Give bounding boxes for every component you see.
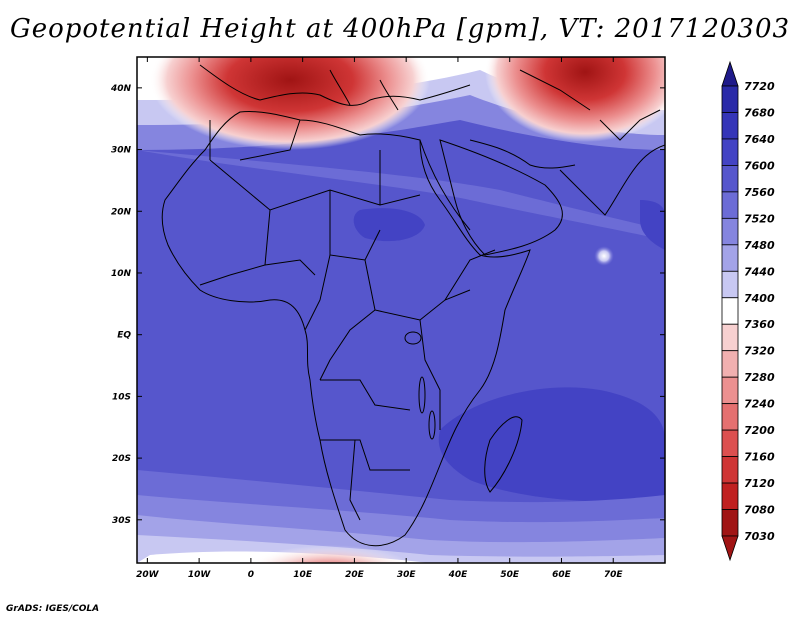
y-tick-label: 30N bbox=[111, 146, 132, 156]
colorbar-label: 7680 bbox=[744, 106, 775, 119]
colorbar-label: 7360 bbox=[744, 318, 775, 331]
colorbar-swatch bbox=[721, 403, 739, 431]
chart-title: Geopotential Height at 400hPa [gpm], VT:… bbox=[9, 14, 791, 44]
y-tick-label: 20S bbox=[112, 454, 131, 464]
y-tick-label: 40N bbox=[110, 84, 132, 94]
coastlines bbox=[161, 64, 665, 547]
colorbar: 7720 7680 7640 7600 7560 7520 7480 7440 7400 7360… bbox=[721, 60, 775, 562]
colorbar-label: 7560 bbox=[744, 186, 775, 199]
colorbar-swatch bbox=[721, 456, 739, 484]
y-axis: 40N 30N 20N 10N EQ 10S 20S 30S bbox=[110, 84, 665, 526]
colorbar-swatch bbox=[721, 112, 739, 140]
colorbar-swatch bbox=[721, 482, 739, 510]
colorbar-swatch bbox=[721, 429, 739, 457]
colorbar-swatch bbox=[721, 244, 739, 272]
x-tick-label: 60E bbox=[552, 570, 572, 580]
x-axis: 20W 10W 0 10E 20E 30E 40E 50E 60E 70E bbox=[136, 57, 623, 580]
x-tick-label: 30E bbox=[397, 570, 417, 580]
y-tick-label: 20N bbox=[111, 207, 132, 217]
colorbar-label: 7320 bbox=[744, 345, 775, 358]
y-tick-label: 10N bbox=[111, 269, 132, 279]
colorbar-label: 7280 bbox=[744, 371, 775, 384]
colorbar-label: 7030 bbox=[744, 530, 775, 543]
colorbar-swatch bbox=[721, 509, 739, 537]
colorbar-label: 7080 bbox=[744, 504, 775, 517]
colorbar-label: 7640 bbox=[744, 133, 775, 146]
colorbar-swatch bbox=[721, 323, 739, 352]
colorbar-label: 7440 bbox=[744, 265, 775, 278]
colorbar-swatch bbox=[721, 350, 739, 378]
x-tick-label: 20W bbox=[136, 570, 160, 580]
x-tick-label: 50E bbox=[500, 570, 520, 580]
x-tick-label: 10W bbox=[188, 570, 212, 580]
x-tick-label: 0 bbox=[248, 570, 254, 580]
colorbar-min-arrow bbox=[721, 535, 739, 562]
x-tick-label: 20E bbox=[345, 570, 365, 580]
y-tick-label: EQ bbox=[117, 331, 131, 341]
y-tick-label: 30S bbox=[112, 516, 131, 526]
credit-label: GrADS: IGES/COLA bbox=[6, 604, 100, 614]
colorbar-swatch bbox=[721, 165, 739, 193]
colorbar-swatch bbox=[721, 191, 739, 219]
colorbar-max-arrow bbox=[721, 60, 739, 87]
colorbar-label: 7240 bbox=[744, 398, 775, 411]
colorbar-label: 7120 bbox=[744, 477, 775, 490]
colorbar-swatch bbox=[721, 85, 739, 113]
colorbar-label: 7400 bbox=[744, 292, 775, 305]
x-tick-label: 10E bbox=[293, 570, 313, 580]
colorbar-swatch bbox=[721, 138, 739, 166]
colorbar-label: 7600 bbox=[744, 159, 775, 172]
colorbar-swatch bbox=[721, 376, 739, 405]
colorbar-label: 7200 bbox=[744, 424, 775, 437]
colorbar-label: 7160 bbox=[744, 451, 775, 464]
height-field bbox=[137, 57, 665, 563]
colorbar-swatch bbox=[721, 217, 739, 246]
colorbar-swatch bbox=[721, 297, 739, 325]
plot-frame bbox=[136, 56, 666, 564]
colorbar-label: 7480 bbox=[744, 239, 775, 252]
colorbar-label: 7520 bbox=[744, 212, 775, 225]
colorbar-swatch bbox=[721, 270, 739, 299]
x-tick-label: 40E bbox=[448, 570, 469, 580]
colorbar-label: 7720 bbox=[744, 80, 775, 93]
x-tick-label: 70E bbox=[604, 570, 624, 580]
y-tick-label: 10S bbox=[112, 392, 131, 402]
